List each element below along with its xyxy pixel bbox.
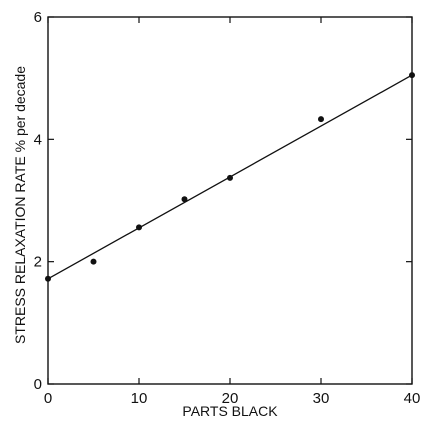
- y-tick-label: 4: [34, 131, 42, 148]
- plot-frame: [47, 16, 413, 385]
- x-tick-label: 40: [404, 390, 421, 407]
- tick-labels: 0 10 20 30 40 0 2 4 6: [34, 9, 421, 407]
- data-points: [45, 72, 415, 282]
- data-point: [181, 196, 188, 203]
- x-tick-label: 0: [44, 390, 52, 407]
- data-point: [90, 258, 97, 265]
- y-tick-label: 2: [34, 254, 42, 271]
- x-tick-label: 10: [131, 390, 148, 407]
- data-point: [45, 275, 51, 282]
- ticks: [47, 16, 413, 385]
- x-tick-label: 20: [222, 390, 239, 407]
- x-tick-label: 30: [313, 390, 330, 407]
- y-axis-title: STRESS RELAXATION RATE % per decade: [12, 66, 28, 344]
- data-point: [136, 224, 142, 231]
- data-point: [318, 116, 324, 123]
- data-point: [409, 72, 415, 79]
- y-tick-label: 6: [34, 9, 42, 26]
- data-point: [227, 174, 233, 181]
- y-tick-label: 0: [34, 376, 42, 393]
- x-axis-title: PARTS BLACK: [182, 403, 278, 419]
